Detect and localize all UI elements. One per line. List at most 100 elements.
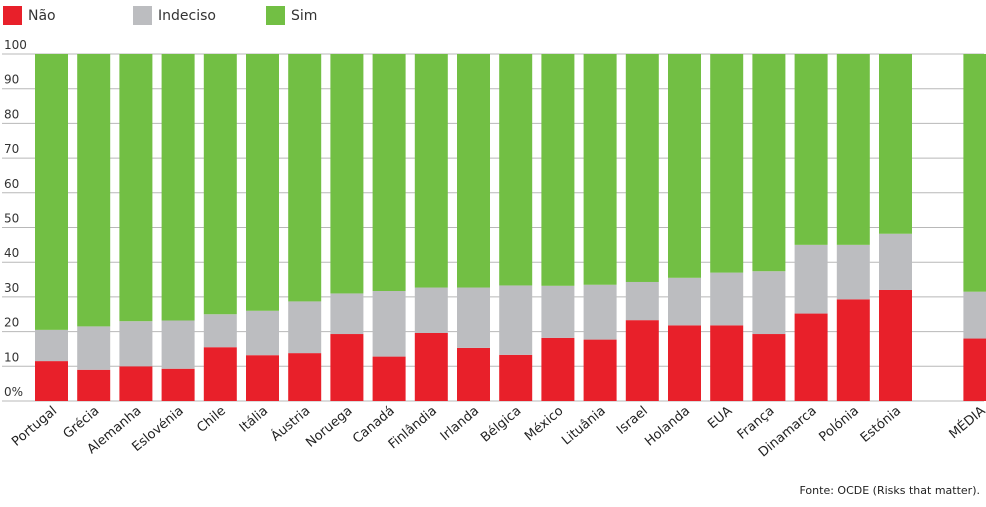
bar-segment-não xyxy=(161,368,195,401)
bar-segment-não xyxy=(414,332,448,401)
y-tick-label: 90 xyxy=(4,73,19,87)
y-tick-label: 100 xyxy=(4,38,27,52)
bar-segment-sim xyxy=(668,54,701,278)
legend-label: Não xyxy=(28,7,56,24)
legend-item-sim: Sim xyxy=(263,6,317,25)
x-tick-label: Holanda xyxy=(642,404,693,450)
x-tick-label: Estónia xyxy=(858,404,904,446)
bar-segment-indeciso xyxy=(330,293,364,335)
bar-segment-não xyxy=(541,337,575,401)
bar-segment-sim xyxy=(35,54,68,330)
bar-segment-indeciso xyxy=(246,310,279,356)
bar-segment-sim xyxy=(710,54,744,273)
bar-segment-não xyxy=(35,361,68,401)
bar-segment-indeciso xyxy=(372,291,406,357)
bar-segment-sim xyxy=(752,54,786,272)
legend-item-nao: Não xyxy=(0,6,130,25)
bar-segment-indeciso xyxy=(35,329,68,362)
bar-segment-sim xyxy=(879,54,912,234)
legend-label: Sim xyxy=(291,7,318,24)
bar-segment-indeciso xyxy=(499,285,533,355)
bar-segment-não xyxy=(457,347,490,401)
bar-segment-indeciso xyxy=(668,277,701,326)
bar-segment-não xyxy=(752,334,786,401)
bar-segment-indeciso xyxy=(625,281,659,321)
x-tick-label: Noruega xyxy=(303,404,355,451)
x-tick-label: Polónia xyxy=(816,404,861,446)
bar-segment-indeciso xyxy=(879,233,912,290)
bar-segment-sim xyxy=(161,54,195,321)
legend-label: Indeciso xyxy=(158,7,216,24)
bar-segment-indeciso xyxy=(794,244,828,314)
x-tick-label: MÉDIA xyxy=(946,403,986,442)
bar-segment-sim xyxy=(583,54,617,285)
bar-segment-não xyxy=(836,299,870,401)
legend-swatch xyxy=(133,6,152,25)
y-tick-label: 10 xyxy=(4,350,19,364)
bar-segment-sim xyxy=(288,54,322,302)
y-tick-label: 40 xyxy=(4,246,19,260)
bar-segment-sim xyxy=(119,54,153,322)
y-tick-label: 0% xyxy=(4,385,23,399)
bar-segment-não xyxy=(794,313,828,401)
legend: Não Indeciso Sim xyxy=(0,6,317,25)
bar-segment-indeciso xyxy=(963,291,986,339)
legend-item-indeciso: Indeciso xyxy=(130,6,263,25)
bar-segment-indeciso xyxy=(541,285,575,338)
bar-segment-não xyxy=(77,369,111,401)
bar-segment-indeciso xyxy=(203,314,237,348)
bar-segment-não xyxy=(372,356,406,401)
x-tick-label: Portugal xyxy=(9,404,60,450)
y-tick-label: 30 xyxy=(4,281,19,295)
x-tick-label: Itália xyxy=(237,404,271,436)
legend-swatch xyxy=(266,6,285,25)
bar-segment-não xyxy=(203,347,237,401)
bar-segment-não xyxy=(583,339,617,401)
bar-segment-indeciso xyxy=(77,326,111,370)
bar-segment-não xyxy=(879,289,912,401)
bar-segment-indeciso xyxy=(836,244,870,300)
bar-segment-sim xyxy=(414,54,448,288)
bar-segment-indeciso xyxy=(752,271,786,335)
bar-segment-sim xyxy=(794,54,828,245)
bar-segment-sim xyxy=(836,54,870,245)
bar-segment-não xyxy=(963,338,986,401)
y-tick-label: 60 xyxy=(4,177,19,191)
legend-swatch xyxy=(3,6,22,25)
bar-segment-não xyxy=(119,366,153,401)
bar-segment-não xyxy=(625,320,659,401)
bar-segment-indeciso xyxy=(288,301,322,354)
bar-segment-sim xyxy=(457,54,490,288)
bar-segment-sim xyxy=(372,54,406,292)
bar-segment-indeciso xyxy=(414,287,448,333)
x-tick-label: Israel xyxy=(614,404,651,438)
bar-segment-não xyxy=(330,334,364,401)
bar-segment-indeciso xyxy=(457,287,490,348)
bar-segment-sim xyxy=(499,54,533,286)
bar-segment-sim xyxy=(77,54,111,327)
bar-segment-não xyxy=(710,325,744,401)
x-tick-label: EUA xyxy=(705,404,735,433)
bar-segment-indeciso xyxy=(583,284,617,340)
source-note: Fonte: OCDE (Risks that matter). xyxy=(799,484,981,497)
bar-segment-não xyxy=(668,325,701,401)
bar-segment-sim xyxy=(963,54,986,292)
bar-segment-sim xyxy=(246,54,279,311)
bar-segment-sim xyxy=(541,54,575,286)
bar-segment-sim xyxy=(330,54,364,294)
bar-segment-não xyxy=(499,354,533,401)
x-tick-label: Lituânia xyxy=(559,404,608,449)
bar-segment-indeciso xyxy=(161,320,195,369)
x-tick-label: Chile xyxy=(194,404,229,436)
bar-segment-sim xyxy=(625,54,659,282)
x-tick-label: Bélgica xyxy=(478,404,524,446)
bar-segment-sim xyxy=(203,54,237,315)
x-tick-label: Irlanda xyxy=(438,404,482,445)
bar-segment-não xyxy=(288,353,322,401)
y-tick-label: 70 xyxy=(4,142,19,156)
y-tick-label: 50 xyxy=(4,212,19,226)
y-tick-label: 80 xyxy=(4,107,19,121)
bar-segment-não xyxy=(246,355,279,401)
bar-segment-indeciso xyxy=(119,321,153,367)
